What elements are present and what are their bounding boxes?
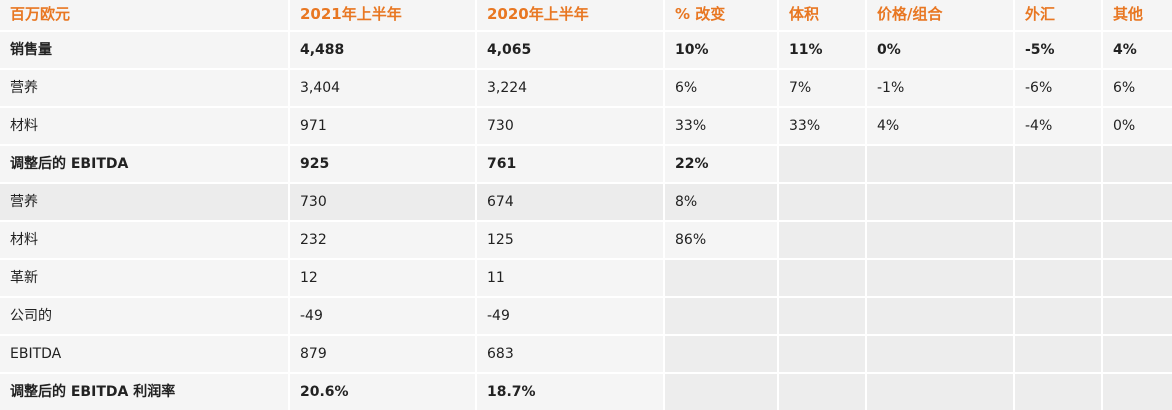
table-cell: 公司的 [0,298,288,334]
header-cell: 外汇 [1015,0,1101,30]
table-cell: 4% [867,108,1013,144]
table-cell: 0% [1103,108,1172,144]
header-cell: 百万欧元 [0,0,288,30]
empty-cell [1103,260,1172,296]
empty-cell [665,298,777,334]
empty-cell [1015,336,1101,372]
empty-cell [1103,222,1172,258]
empty-cell [1015,146,1101,182]
table-cell: 674 [477,184,663,220]
empty-cell [867,222,1013,258]
empty-cell [1103,184,1172,220]
table-cell: 销售量 [0,32,288,68]
empty-cell [1015,298,1101,334]
table-cell: 3,404 [290,70,475,106]
table-cell: 材料 [0,222,288,258]
table-cell: 761 [477,146,663,182]
empty-cell [1015,374,1101,410]
empty-cell [665,336,777,372]
table-cell: 7% [779,70,865,106]
table-cell: 18.7% [477,374,663,410]
table-cell: 11 [477,260,663,296]
header-cell: 其他 [1103,0,1172,30]
header-cell: 2021年上半年 [290,0,475,30]
table-cell: 879 [290,336,475,372]
empty-cell [867,336,1013,372]
empty-cell [1103,298,1172,334]
table-cell: 20.6% [290,374,475,410]
table-cell: 925 [290,146,475,182]
empty-cell [1103,374,1172,410]
table-cell: 8% [665,184,777,220]
empty-cell [1103,146,1172,182]
table-cell: 6% [1103,70,1172,106]
table-cell: 86% [665,222,777,258]
table-cell: 6% [665,70,777,106]
table-cell: EBITDA [0,336,288,372]
header-cell: 体积 [779,0,865,30]
empty-cell [779,298,865,334]
table-cell: 革新 [0,260,288,296]
header-cell: 2020年上半年 [477,0,663,30]
table-cell: 0% [867,32,1013,68]
empty-cell [779,184,865,220]
empty-cell [1015,184,1101,220]
table-cell: 调整后的 EBITDA 利润率 [0,374,288,410]
empty-cell [867,146,1013,182]
empty-cell [867,298,1013,334]
table-cell: 730 [290,184,475,220]
empty-cell [779,336,865,372]
table-cell: 232 [290,222,475,258]
table-cell: 125 [477,222,663,258]
table-cell: 营养 [0,70,288,106]
empty-cell [779,260,865,296]
table-cell: -4% [1015,108,1101,144]
empty-cell [665,260,777,296]
table-cell: 730 [477,108,663,144]
table-cell: 调整后的 EBITDA [0,146,288,182]
table-cell: 22% [665,146,777,182]
empty-cell [665,374,777,410]
table-cell: 33% [665,108,777,144]
empty-cell [1015,222,1101,258]
table-cell: 材料 [0,108,288,144]
table-cell: 11% [779,32,865,68]
table-cell: 4,488 [290,32,475,68]
empty-cell [1103,336,1172,372]
table-cell: -49 [477,298,663,334]
empty-cell [779,374,865,410]
table-cell: 33% [779,108,865,144]
table-cell: -49 [290,298,475,334]
header-cell: 价格/组合 [867,0,1013,30]
table-cell: 10% [665,32,777,68]
table-cell: 12 [290,260,475,296]
table-cell: 营养 [0,184,288,220]
table-cell: 683 [477,336,663,372]
header-cell: % 改变 [665,0,777,30]
empty-cell [1015,260,1101,296]
empty-cell [867,374,1013,410]
table-cell: 4,065 [477,32,663,68]
table-cell: -5% [1015,32,1101,68]
empty-cell [867,260,1013,296]
table-cell: -6% [1015,70,1101,106]
table-cell: 971 [290,108,475,144]
table-cell: 3,224 [477,70,663,106]
empty-cell [779,222,865,258]
empty-cell [867,184,1013,220]
table-cell: 4% [1103,32,1172,68]
empty-cell [779,146,865,182]
table-cell: -1% [867,70,1013,106]
